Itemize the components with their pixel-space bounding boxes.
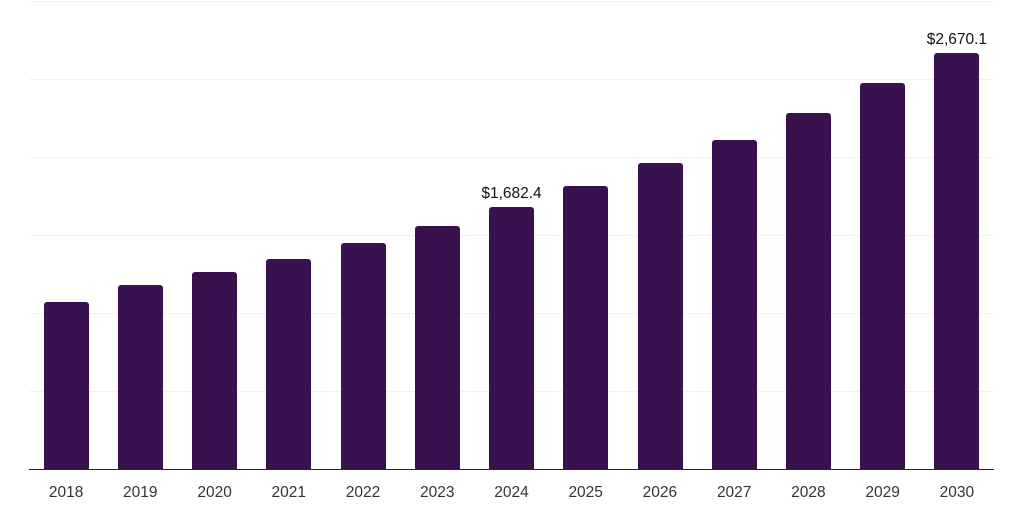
bar-2024 bbox=[489, 206, 534, 469]
bar-2018 bbox=[43, 302, 89, 469]
bar-2023 bbox=[414, 226, 460, 469]
bar-2030 bbox=[934, 52, 980, 469]
gridline-2000 bbox=[29, 157, 994, 158]
bar-2027 bbox=[711, 140, 757, 469]
bar-value-label-2030: $2,670.1 bbox=[926, 30, 988, 48]
bar-2020 bbox=[192, 272, 238, 469]
x-tick-2025: 2025 bbox=[568, 484, 603, 501]
x-tick-2028: 2028 bbox=[791, 484, 826, 501]
x-tick-2024: 2024 bbox=[494, 484, 529, 501]
gridline-3000 bbox=[29, 1, 994, 2]
bar-2022 bbox=[340, 243, 386, 469]
bar-2028 bbox=[785, 113, 831, 469]
x-tick-2022: 2022 bbox=[345, 484, 381, 501]
x-tick-2027: 2027 bbox=[716, 484, 752, 501]
x-tick-2023: 2023 bbox=[420, 484, 455, 501]
x-tick-2020: 2020 bbox=[197, 484, 232, 501]
x-tick-2030: 2030 bbox=[939, 484, 975, 501]
gridline-2500 bbox=[29, 79, 994, 80]
bar-2026 bbox=[637, 162, 683, 469]
bar-2025 bbox=[563, 186, 609, 469]
bar-2021 bbox=[266, 259, 312, 469]
bar-2019 bbox=[117, 284, 163, 469]
bar-2029 bbox=[860, 83, 906, 469]
bar-value-label-2024: $1,682.4 bbox=[481, 184, 542, 202]
x-tick-2021: 2021 bbox=[271, 484, 307, 501]
x-axis-line bbox=[29, 469, 994, 470]
x-tick-2029: 2029 bbox=[865, 484, 900, 501]
x-tick-2019: 2019 bbox=[123, 484, 158, 501]
x-tick-2018: 2018 bbox=[48, 484, 84, 501]
x-tick-2026: 2026 bbox=[642, 484, 678, 501]
